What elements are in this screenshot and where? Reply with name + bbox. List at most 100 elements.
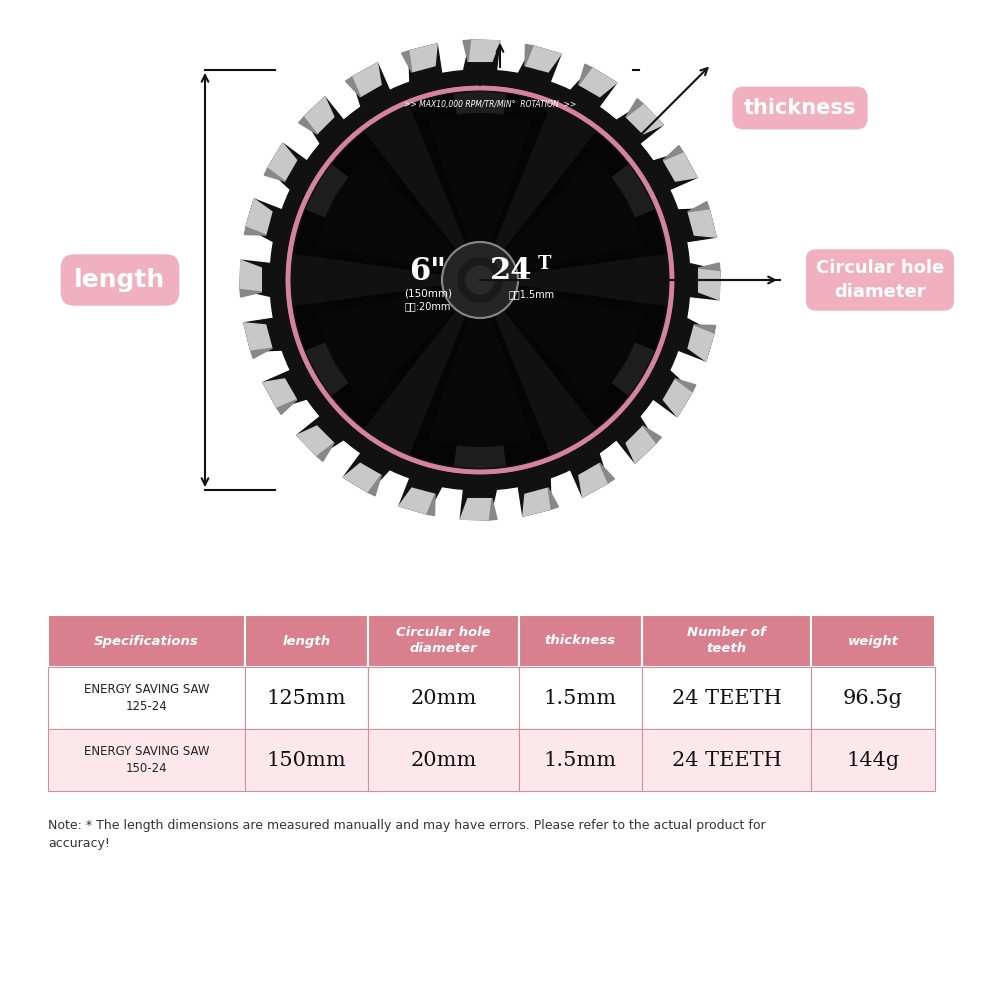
Bar	[811, 615, 935, 667]
Bar	[519, 615, 642, 667]
Text: 96.5g: 96.5g	[843, 689, 903, 708]
Circle shape	[270, 70, 690, 490]
Polygon shape	[579, 64, 592, 85]
Bar	[642, 667, 811, 729]
Text: 6": 6"	[409, 256, 446, 287]
Text: Circular hole
diameter: Circular hole diameter	[396, 627, 490, 656]
Polygon shape	[263, 379, 296, 408]
Text: 24 TEETH: 24 TEETH	[672, 751, 782, 770]
Circle shape	[458, 258, 502, 302]
Wedge shape	[428, 113, 532, 280]
Wedge shape	[480, 156, 644, 280]
Bar	[48, 729, 244, 791]
Bar	[244, 729, 368, 791]
Text: Specifications: Specifications	[94, 635, 198, 648]
Text: ENERGY SAVING SAW
150-24: ENERGY SAVING SAW 150-24	[83, 745, 209, 775]
Polygon shape	[688, 325, 714, 361]
Polygon shape	[676, 379, 696, 391]
Polygon shape	[489, 498, 497, 520]
Text: 144g: 144g	[846, 751, 900, 770]
Text: 20mm: 20mm	[410, 751, 476, 770]
Polygon shape	[244, 318, 282, 351]
Polygon shape	[345, 77, 360, 97]
Polygon shape	[399, 488, 435, 515]
Polygon shape	[643, 426, 662, 442]
Bar	[48, 667, 244, 729]
Polygon shape	[264, 168, 284, 181]
Wedge shape	[428, 280, 532, 447]
Polygon shape	[460, 498, 492, 520]
Polygon shape	[343, 453, 389, 492]
Bar	[811, 729, 935, 791]
Polygon shape	[244, 322, 272, 351]
Polygon shape	[251, 348, 272, 358]
Text: Number of
teeth: Number of teeth	[688, 627, 766, 656]
Polygon shape	[699, 263, 720, 270]
Text: weight: weight	[848, 635, 898, 648]
Text: length: length	[282, 635, 330, 648]
Polygon shape	[297, 416, 343, 456]
Circle shape	[271, 71, 689, 489]
Polygon shape	[351, 63, 389, 107]
Wedge shape	[453, 280, 507, 468]
Bar	[642, 729, 811, 791]
Polygon shape	[525, 46, 561, 72]
Polygon shape	[303, 97, 343, 143]
Polygon shape	[303, 97, 334, 134]
Text: 125mm: 125mm	[266, 689, 346, 708]
Text: 24 TEETH: 24 TEETH	[672, 689, 782, 708]
Polygon shape	[699, 268, 720, 299]
Wedge shape	[305, 164, 480, 280]
Text: length: length	[74, 268, 165, 292]
Polygon shape	[690, 263, 720, 299]
Polygon shape	[617, 416, 657, 463]
Text: ENERGY SAVING SAW
125-24: ENERGY SAVING SAW 125-24	[83, 683, 209, 713]
Polygon shape	[688, 201, 709, 212]
Text: thickness: thickness	[744, 98, 856, 118]
Polygon shape	[263, 370, 307, 408]
Polygon shape	[579, 463, 609, 497]
Wedge shape	[409, 280, 551, 468]
Polygon shape	[678, 209, 716, 241]
Polygon shape	[519, 477, 552, 517]
Polygon shape	[368, 475, 381, 495]
Polygon shape	[688, 209, 716, 237]
Wedge shape	[305, 280, 480, 395]
Polygon shape	[523, 488, 552, 517]
Polygon shape	[246, 199, 272, 235]
Wedge shape	[480, 164, 655, 280]
Polygon shape	[267, 143, 307, 189]
Polygon shape	[626, 104, 663, 134]
Polygon shape	[617, 104, 663, 143]
Bar	[519, 667, 642, 729]
Polygon shape	[297, 426, 334, 456]
Polygon shape	[549, 488, 559, 510]
Polygon shape	[600, 463, 615, 482]
Circle shape	[466, 266, 494, 294]
Bar	[368, 667, 519, 729]
Wedge shape	[409, 92, 551, 280]
Polygon shape	[653, 370, 693, 416]
Text: 24: 24	[489, 256, 532, 287]
Text: 孔径:20mm: 孔径:20mm	[404, 301, 451, 311]
Polygon shape	[463, 40, 499, 71]
Wedge shape	[480, 132, 667, 280]
Polygon shape	[519, 46, 561, 82]
Polygon shape	[343, 463, 381, 492]
Bar	[368, 729, 519, 791]
Polygon shape	[460, 489, 496, 520]
Polygon shape	[399, 477, 441, 515]
Text: 20mm: 20mm	[410, 689, 476, 708]
Bar	[519, 729, 642, 791]
Text: >> MAX10,000 RPM/TR/MIN°  ROTATION  >>: >> MAX10,000 RPM/TR/MIN° ROTATION >>	[403, 100, 577, 109]
Circle shape	[442, 242, 518, 318]
Polygon shape	[267, 143, 296, 181]
Polygon shape	[525, 44, 533, 66]
Polygon shape	[626, 426, 657, 463]
Polygon shape	[664, 145, 683, 160]
Polygon shape	[695, 325, 716, 333]
Polygon shape	[240, 260, 270, 296]
Polygon shape	[408, 44, 441, 82]
Text: 1.5mm: 1.5mm	[544, 689, 617, 708]
Wedge shape	[316, 156, 480, 280]
